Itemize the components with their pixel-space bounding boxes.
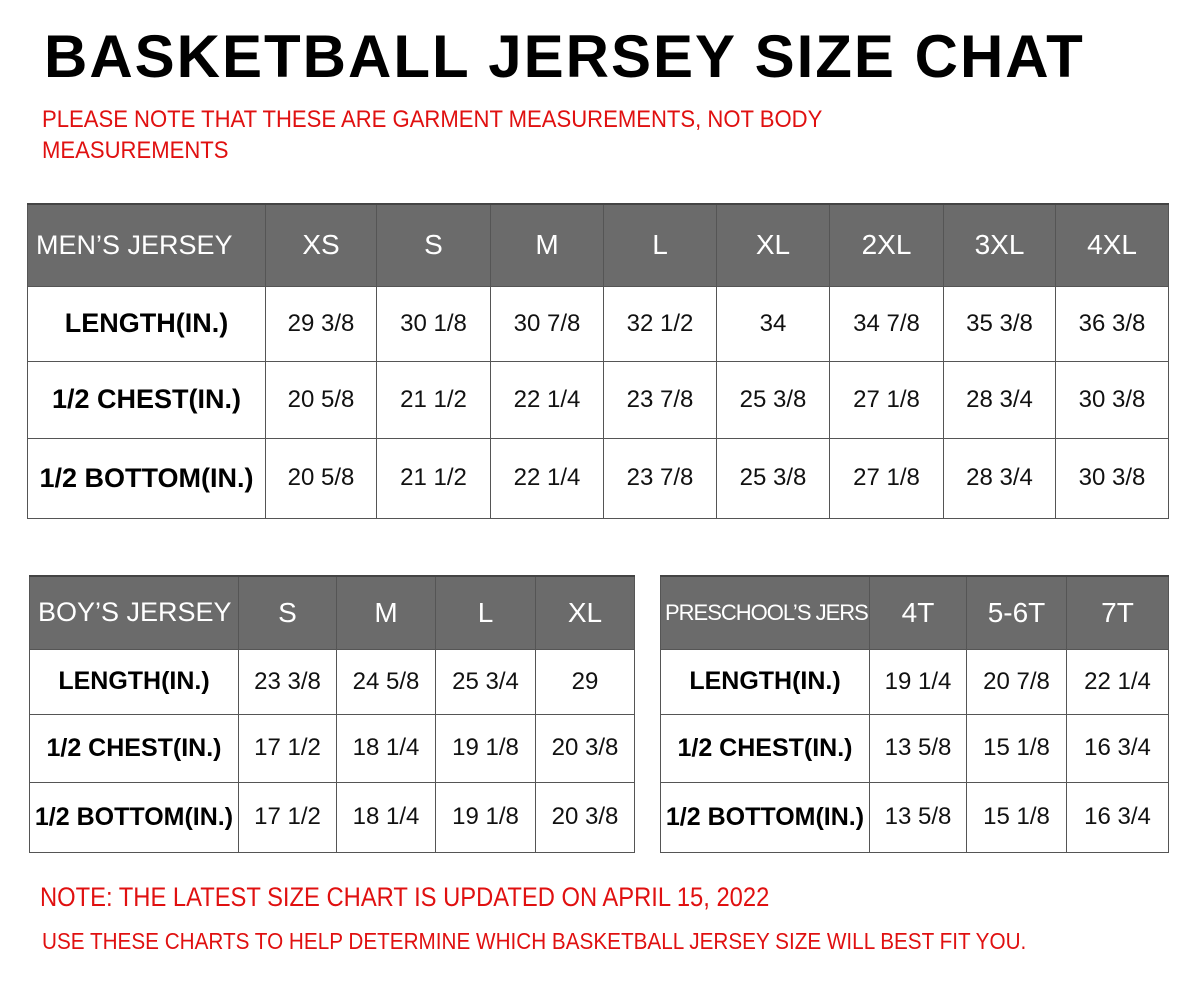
measurement-value: 30 3/8 [1055,360,1169,439]
size-header: XL [716,203,830,287]
measurement-value: 23 3/8 [238,648,337,715]
measurement-value: 23 7/8 [603,360,717,439]
size-header: 5-6T [966,575,1067,650]
garment-note: PLEASE NOTE THAT THESE ARE GARMENT MEASU… [42,106,822,164]
measurement-value: 20 3/8 [535,713,635,783]
table-label: BOY’S JERSEY [29,575,239,650]
size-header: M [490,203,604,287]
measurement-label: 1/2 CHEST(IN.) [660,713,870,783]
measurement-value: 15 1/8 [966,781,1067,853]
measurement-value: 16 3/4 [1066,781,1169,853]
measurement-value: 20 5/8 [265,437,377,519]
table-label: PRESCHOOL’S JERSEY [660,575,870,650]
measurement-label: LENGTH(IN.) [29,648,239,715]
update-note: NOTE: THE LATEST SIZE CHART IS UPDATED O… [40,882,770,912]
measurement-value: 34 [716,285,830,362]
header-row: MEN’S JERSEY XS S M L XL 2XL 3XL 4XL [27,203,1169,287]
measurement-label: 1/2 CHEST(IN.) [29,713,239,783]
measurement-value: 22 1/4 [490,437,604,519]
measurement-value: 19 1/8 [435,781,536,853]
measurement-value: 21 1/2 [376,360,491,439]
size-header: S [376,203,491,287]
measurement-value: 16 3/4 [1066,713,1169,783]
measurement-value: 22 1/4 [490,360,604,439]
table-row: 1/2 BOTTOM(IN.) 20 5/8 21 1/2 22 1/4 23 7/8 2… [27,437,1169,519]
measurement-value: 28 3/4 [943,437,1056,519]
table-row: 1/2 CHEST(IN.) 20 5/8 21 1/2 22 1/4 23 7/8 25… [27,360,1169,439]
measurement-value: 27 1/8 [829,437,944,519]
measurement-value: 25 3/4 [435,648,536,715]
measurement-value: 15 1/8 [966,713,1067,783]
measurement-value: 25 3/8 [716,360,830,439]
table-row: 1/2 BOTTOM(IN.) 17 1/2 18 1/4 19 1/8 20 3/8 [29,781,635,853]
measurement-value: 29 [535,648,635,715]
size-header: 7T [1066,575,1169,650]
preschool-size-table: PRESCHOOL’S JERSEY4T5-6T7TLENGTH(IN.)19 … [660,575,1169,853]
measurement-label: 1/2 BOTTOM(IN.) [660,781,870,853]
measurement-label: 1/2 CHEST(IN.) [27,360,266,439]
size-header: 4T [869,575,967,650]
measurement-value: 36 3/8 [1055,285,1169,362]
measurement-value: 18 1/4 [336,781,436,853]
measurement-value: 32 1/2 [603,285,717,362]
table-row: 1/2 CHEST(IN.) 13 5/8 15 1/8 16 3/4 [660,713,1169,783]
table-row: 1/2 CHEST(IN.) 17 1/2 18 1/4 19 1/8 20 3/8 [29,713,635,783]
fit-advice: USE THESE CHARTS TO HELP DETERMINE WHICH… [42,928,1027,954]
measurement-value: 20 3/8 [535,781,635,853]
measurement-value: 18 1/4 [336,713,436,783]
mens-size-table: MEN’S JERSEY XS S M L XL 2XL 3XL 4XL LENGTH(IN.) 2… [27,203,1169,519]
measurement-value: 19 1/4 [869,648,967,715]
measurement-value: 34 7/8 [829,285,944,362]
measurement-value: 20 7/8 [966,648,1067,715]
table-label: MEN’S JERSEY [27,203,266,287]
table-row: LENGTH(IN.) 23 3/8 24 5/8 25 3/4 29 [29,648,635,715]
size-header: XL [535,575,635,650]
measurement-value: 27 1/8 [829,360,944,439]
boys-size-table: BOY’S JERSEY S M L XL LENGTH(IN.) 23 3/8 24 5/8… [29,575,635,853]
table-row: 1/2 BOTTOM(IN.) 13 5/8 15 1/8 16 3/4 [660,781,1169,853]
measurement-value: 13 5/8 [869,781,967,853]
size-header: 2XL [829,203,944,287]
measurement-value: 17 1/2 [238,781,337,853]
page-title: BASKETBALL JERSEY SIZE CHAT [44,23,1085,90]
size-header: S [238,575,337,650]
size-header: M [336,575,436,650]
measurement-label: LENGTH(IN.) [660,648,870,715]
table-row: LENGTH(IN.) 19 1/4 20 7/8 22 1/4 [660,648,1169,715]
size-header: L [435,575,536,650]
measurement-value: 30 7/8 [490,285,604,362]
table-row: LENGTH(IN.) 29 3/8 30 1/8 30 7/8 32 1/2 34 34 … [27,285,1169,362]
measurement-value: 20 5/8 [265,360,377,439]
size-header: 3XL [943,203,1056,287]
measurement-value: 17 1/2 [238,713,337,783]
measurement-value: 28 3/4 [943,360,1056,439]
size-header: L [603,203,717,287]
size-header: XS [265,203,377,287]
measurement-label: 1/2 BOTTOM(IN.) [29,781,239,853]
measurement-label: 1/2 BOTTOM(IN.) [27,437,266,519]
measurement-value: 24 5/8 [336,648,436,715]
header-row: BOY’S JERSEY S M L XL [29,575,635,650]
measurement-value: 25 3/8 [716,437,830,519]
measurement-value: 21 1/2 [376,437,491,519]
measurement-value: 13 5/8 [869,713,967,783]
measurement-label: LENGTH(IN.) [27,285,266,362]
measurement-value: 19 1/8 [435,713,536,783]
measurement-value: 35 3/8 [943,285,1056,362]
size-header: 4XL [1055,203,1169,287]
measurement-value: 23 7/8 [603,437,717,519]
measurement-value: 29 3/8 [265,285,377,362]
measurement-value: 30 3/8 [1055,437,1169,519]
measurement-value: 22 1/4 [1066,648,1169,715]
measurement-value: 30 1/8 [376,285,491,362]
